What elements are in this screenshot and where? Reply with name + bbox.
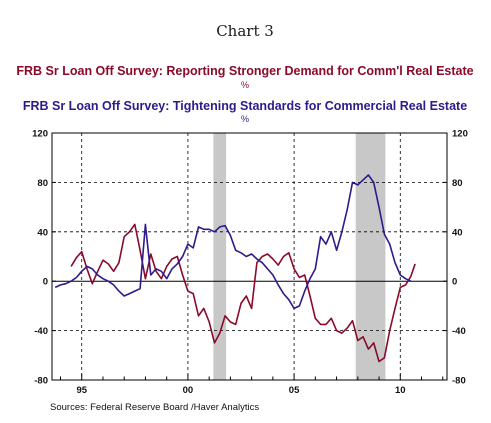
- y-tick-label-left: -40: [34, 326, 48, 337]
- series-title-standards: FRB Sr Loan Off Survey: Tightening Stand…: [23, 99, 467, 113]
- source-note: Sources: Federal Reserve Board /Haver An…: [50, 402, 259, 413]
- y-tick-label-right: 80: [452, 178, 463, 189]
- series-title-demand: FRB Sr Loan Off Survey: Reporting Strong…: [16, 64, 473, 78]
- x-tick-label: 00: [183, 385, 194, 396]
- x-tick-label: 95: [76, 385, 87, 396]
- recession-band-0: [213, 133, 227, 380]
- y-tick-label-right: 0: [452, 277, 457, 288]
- y-tick-label-right: 120: [452, 129, 468, 140]
- series-lines: [54, 174, 416, 363]
- chart-title: Chart 3: [216, 22, 274, 40]
- y-tick-label-left: 0: [43, 277, 48, 288]
- x-tick-label: 05: [289, 385, 300, 396]
- series-unit-demand: %: [241, 80, 249, 90]
- recession-bands: [213, 133, 386, 380]
- recession-band-1: [355, 133, 386, 380]
- y-tick-label-left: 120: [32, 129, 48, 140]
- gridlines: [52, 133, 447, 380]
- x-tick-label: 10: [395, 385, 406, 396]
- y-tick-label-right: -80: [452, 376, 466, 387]
- y-tick-label-left: -80: [34, 376, 48, 387]
- series-unit-standards: %: [241, 114, 249, 124]
- y-tick-label-right: -40: [452, 326, 466, 337]
- series-line-standards: [54, 174, 412, 310]
- y-tick-label-left: 80: [37, 178, 48, 189]
- y-tick-label-left: 40: [37, 227, 48, 238]
- y-tick-label-right: 40: [452, 227, 463, 238]
- plot-frame: [51, 132, 448, 381]
- series-line-demand: [70, 223, 416, 363]
